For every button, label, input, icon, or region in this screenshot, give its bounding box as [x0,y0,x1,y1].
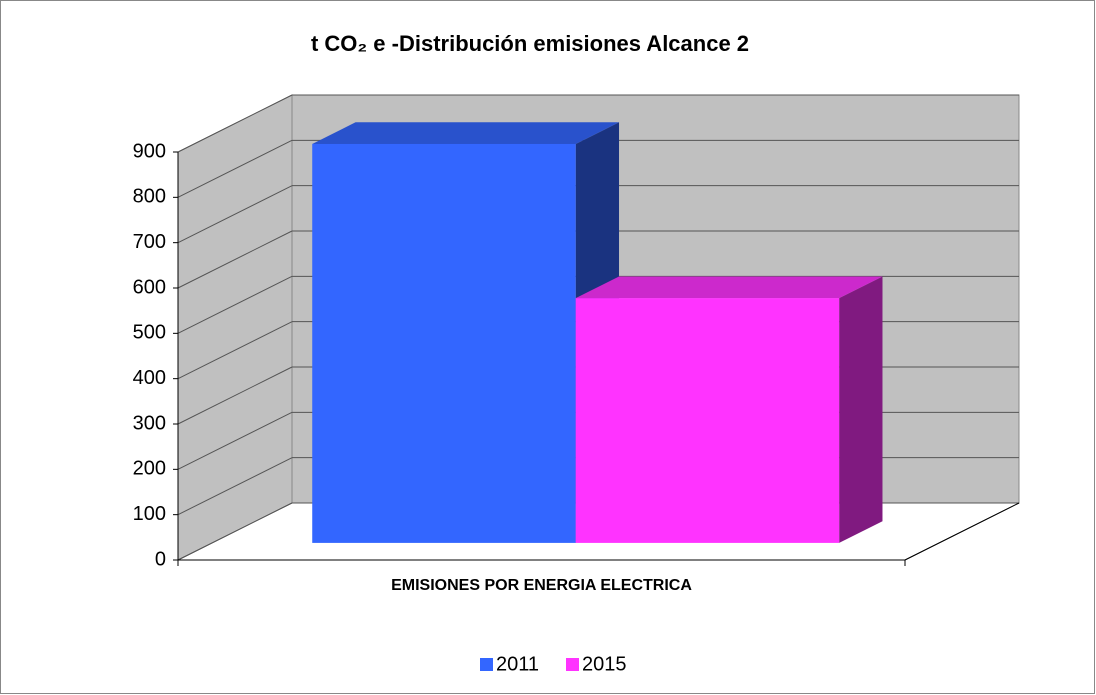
side-wall [177,94,293,561]
grid-line [177,502,293,561]
grid-line [177,366,293,425]
y-tick-label: 600 [133,276,166,298]
y-tick-label: 300 [133,412,166,434]
bar [312,143,576,543]
legend-swatch [566,658,579,671]
floor-edge [904,502,1020,561]
legend-swatch [480,658,493,671]
grid-line [177,230,293,289]
y-tick-label: 500 [133,322,166,344]
grid-line [177,457,293,516]
legend-label: 2015 [582,653,627,675]
y-tick-label: 100 [133,503,166,525]
x-tick-label: EMISIONES POR ENERGIA ELECTRICA [391,577,692,594]
y-tick-label: 200 [133,458,166,480]
bar-top [312,122,620,144]
chart-title: t CO₂ e -Distribución emisiones Alcance … [311,31,749,56]
bar-side [839,276,883,543]
grid-line [177,94,293,153]
y-tick-label: 800 [133,186,166,208]
y-tick-label: 0 [155,548,166,570]
grid-line [177,139,293,198]
y-tick-label: 400 [133,367,166,389]
grid-line [177,411,293,470]
grid-line [177,321,293,380]
y-tick-label: 900 [133,140,166,162]
bar [575,298,840,543]
legend-label: 2011 [496,653,539,675]
y-tick-label: 700 [133,231,166,253]
grid-line [177,275,293,334]
bar-top [575,276,883,299]
grid-line [177,185,293,244]
